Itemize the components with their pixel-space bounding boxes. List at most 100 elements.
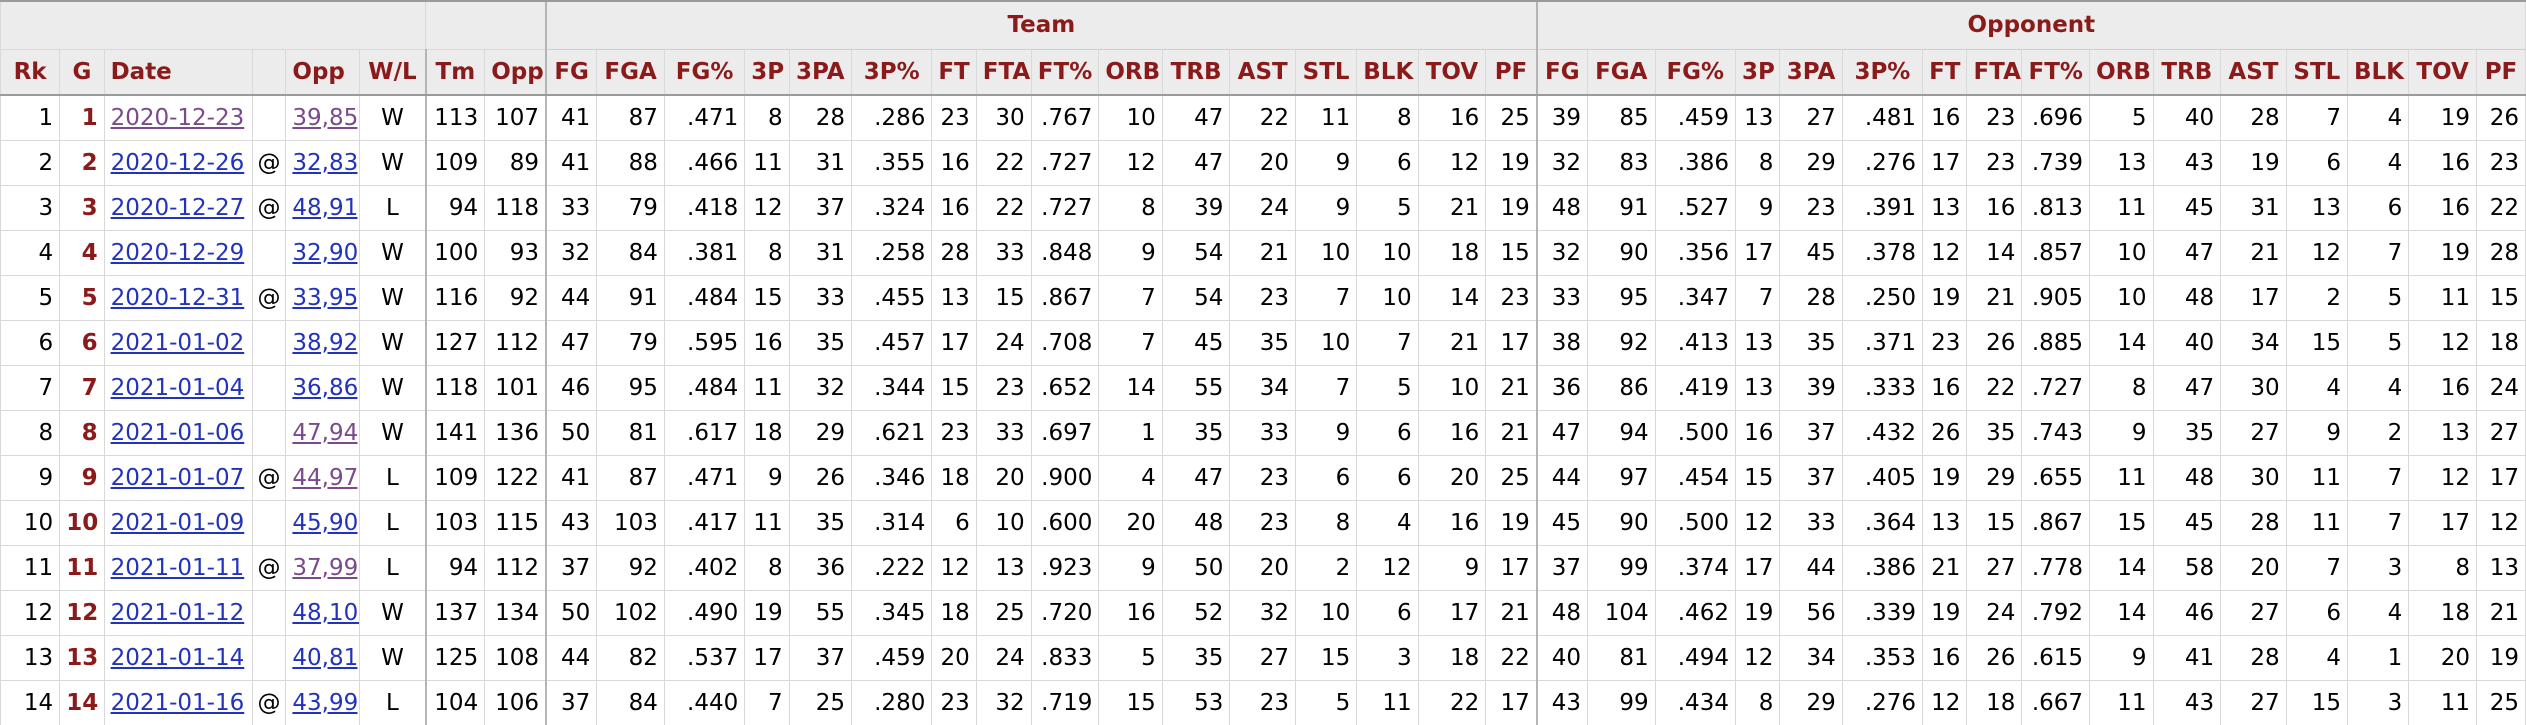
opponent-team-link[interactable]: 37,99,.374,17,44,.386,21,27,.778,14,58,2… — [292, 554, 360, 581]
opponent-team-link[interactable]: 47,94,.500,16,37,.432,26,35,.743,9,35,27… — [292, 419, 360, 446]
opponent-stat-fga: 85 — [1586, 94, 1656, 141]
col-header-opponent-orb[interactable]: ORB — [2089, 48, 2154, 96]
col-header-opponent-3pa[interactable]: 3PA — [1779, 48, 1843, 96]
team-stat-stl: 7 — [1294, 364, 1358, 411]
opponent-team-link[interactable]: 48,104,.462,19,56,.339,19,24,.792,14,46,… — [292, 599, 359, 626]
table-row: 112020-12-2339,85,.459,13,27,.481,16,23,… — [0, 94, 2526, 141]
opponent-stat-orb: 11 — [2089, 679, 2154, 725]
col-header-team-stl[interactable]: STL — [1294, 48, 1358, 96]
game-date-link[interactable]: 2021-01-06 — [110, 419, 245, 446]
opponent-stat-3pa: 23 — [1779, 184, 1843, 231]
team-stat-fga: 81 — [596, 409, 665, 456]
opponent-team-link[interactable]: 44,97,.454,15,37,.405,19,29,.655,11,48,3… — [292, 464, 360, 491]
col-header-tm[interactable]: Tm — [424, 48, 486, 96]
col-header-opponent-stl[interactable]: STL — [2285, 48, 2349, 96]
col-header-opponent-3p[interactable]: 3P — [1734, 48, 1781, 96]
col-header-opponent-ft[interactable]: FT — [1922, 48, 1968, 96]
col-header-opponent-fg-pct[interactable]: FG% — [1654, 48, 1736, 96]
opponent-team-link[interactable]: 45,90,.500,12,33,.364,13,15,.867,15,45,2… — [292, 509, 360, 536]
col-header-opponent-3p-pct[interactable]: 3P% — [1841, 48, 1924, 96]
col-header-team-orb[interactable]: ORB — [1098, 48, 1163, 96]
team-points-cell: 116 — [424, 274, 486, 321]
opponent-stat-blk: 7 — [2346, 454, 2410, 501]
game-date-link[interactable]: 2021-01-16 — [110, 689, 245, 716]
team-stat-blk: 6 — [1356, 454, 1419, 501]
col-header-opp[interactable]: Opp — [285, 48, 361, 96]
opponent-points-cell: 112 — [484, 544, 547, 591]
team-stat-fg: 44 — [545, 274, 598, 321]
col-header-team-fta[interactable]: FTA — [975, 48, 1032, 96]
col-header-wl[interactable]: W/L — [359, 48, 427, 96]
table-row: 772021-01-0436,86,.419,13,39,.333,16,22,… — [0, 364, 2526, 411]
game-date-link[interactable]: 2021-01-12 — [110, 599, 245, 626]
game-date-link[interactable]: 2020-12-29 — [110, 239, 245, 266]
opponent-stat-ft-pct: .696 — [2021, 94, 2091, 141]
col-header-opponent-fg[interactable]: FG — [1535, 48, 1588, 96]
game-date-link[interactable]: 2020-12-23 — [110, 104, 245, 131]
opponent-team-link[interactable]: 33,95,.347,7,28,.250,19,21,.905,10,48,17… — [292, 284, 360, 311]
col-header-team-blk[interactable]: BLK — [1356, 48, 1419, 96]
col-header-opp-pts[interactable]: Opp — [484, 48, 547, 96]
rank-cell: 2 — [0, 139, 61, 186]
col-header-team-ast[interactable]: AST — [1229, 48, 1296, 96]
opponent-stat-fga: 90 — [1586, 499, 1656, 546]
opponent-stat-ft-pct: .867 — [2021, 499, 2091, 546]
col-header-opponent-tov[interactable]: TOV — [2408, 48, 2477, 96]
opponent-stat-fg: 43 — [1535, 679, 1588, 725]
opponent-stat-3p: 13 — [1734, 94, 1781, 141]
col-header-team-fg[interactable]: FG — [545, 48, 598, 96]
col-header-opponent-trb[interactable]: TRB — [2152, 48, 2222, 96]
game-date-link[interactable]: 2021-01-07 — [110, 464, 245, 491]
col-header-opponent-ast[interactable]: AST — [2220, 48, 2287, 96]
opponent-stat-fg: 45 — [1535, 499, 1588, 546]
game-date-link[interactable]: 2021-01-02 — [110, 329, 245, 356]
col-header-team-ft[interactable]: FT — [931, 48, 977, 96]
col-header-team-3p[interactable]: 3P — [744, 48, 790, 96]
col-header-opponent-ft-pct[interactable]: FT% — [2021, 48, 2091, 96]
opponent-team-link[interactable]: 32,90,.356,17,45,.378,12,14,.857,10,47,2… — [292, 239, 360, 266]
opponent-stat-fg-pct: .454 — [1654, 454, 1736, 501]
opponent-stat-fga: 90 — [1586, 229, 1656, 276]
game-date-link[interactable]: 2020-12-27 — [110, 194, 245, 221]
col-header-team-ft-pct[interactable]: FT% — [1030, 48, 1100, 96]
col-header-team-3p-pct[interactable]: 3P% — [850, 48, 933, 96]
opponent-team-link[interactable]: 39,85,.459,13,27,.481,16,23,.696,5,40,28… — [292, 104, 360, 131]
team-stat-blk: 10 — [1356, 229, 1419, 276]
col-header-team-fg-pct[interactable]: FG% — [663, 48, 746, 96]
col-header-team-fga[interactable]: FGA — [596, 48, 665, 96]
opponent-team-link[interactable]: 48,91,.527,9,23,.391,13,16,.813,11,45,31… — [292, 194, 360, 221]
game-date-link[interactable]: 2021-01-14 — [110, 644, 245, 671]
opponent-stat-ast: 30 — [2220, 364, 2287, 411]
game-date-link[interactable]: 2021-01-11 — [110, 554, 245, 581]
opponent-stat-pf: 23 — [2475, 139, 2526, 186]
opponent-stat-ft-pct: .792 — [2021, 589, 2091, 636]
col-header-g[interactable]: G — [59, 48, 105, 96]
opponent-team-link[interactable]: 32,83,.386,8,29,.276,17,23,.739,13,43,19… — [292, 149, 360, 176]
game-date-link[interactable]: 2021-01-04 — [110, 374, 245, 401]
col-header-team-3pa[interactable]: 3PA — [788, 48, 853, 96]
opponent-stat-fta: 23 — [1966, 139, 2023, 186]
game-date-link[interactable]: 2021-01-09 — [110, 509, 245, 536]
col-header-opponent-blk[interactable]: BLK — [2346, 48, 2410, 96]
game-date-link[interactable]: 2020-12-31 — [110, 284, 245, 311]
team-stat-fta: 23 — [975, 364, 1032, 411]
team-group-header: Team — [545, 0, 1538, 50]
col-header-opponent-pf[interactable]: PF — [2475, 48, 2526, 96]
col-header-rk[interactable]: Rk — [0, 48, 61, 96]
opponent-points-cell: 122 — [484, 454, 547, 501]
col-header-team-trb[interactable]: TRB — [1161, 48, 1231, 96]
game-date-link[interactable]: 2020-12-26 — [110, 149, 245, 176]
col-header-opponent-fga[interactable]: FGA — [1586, 48, 1656, 96]
date-cell: 2021-01-14 — [103, 634, 253, 681]
opponent-team-link[interactable]: 43,99,.434,8,29,.276,12,18,.667,11,43,27… — [292, 689, 360, 716]
opponent-stat-fta: 15 — [1966, 499, 2023, 546]
opponent-team-link[interactable]: 40,81,.494,12,34,.353,16,26,.615,9,41,28… — [292, 644, 360, 671]
team-stat-fg: 33 — [545, 184, 598, 231]
col-header-date[interactable]: Date — [103, 48, 253, 96]
opponent-team-link[interactable]: 36,86,.419,13,39,.333,16,22,.727,8,47,30… — [292, 374, 360, 401]
col-header-team-tov[interactable]: TOV — [1417, 48, 1487, 96]
col-header-opponent-fta[interactable]: FTA — [1966, 48, 2023, 96]
col-header-team-pf[interactable]: PF — [1485, 48, 1538, 96]
opponent-stat-tov: 11 — [2408, 274, 2477, 321]
opponent-team-link[interactable]: 38,92,.413,13,35,.371,23,26,.885,14,40,3… — [292, 329, 360, 356]
